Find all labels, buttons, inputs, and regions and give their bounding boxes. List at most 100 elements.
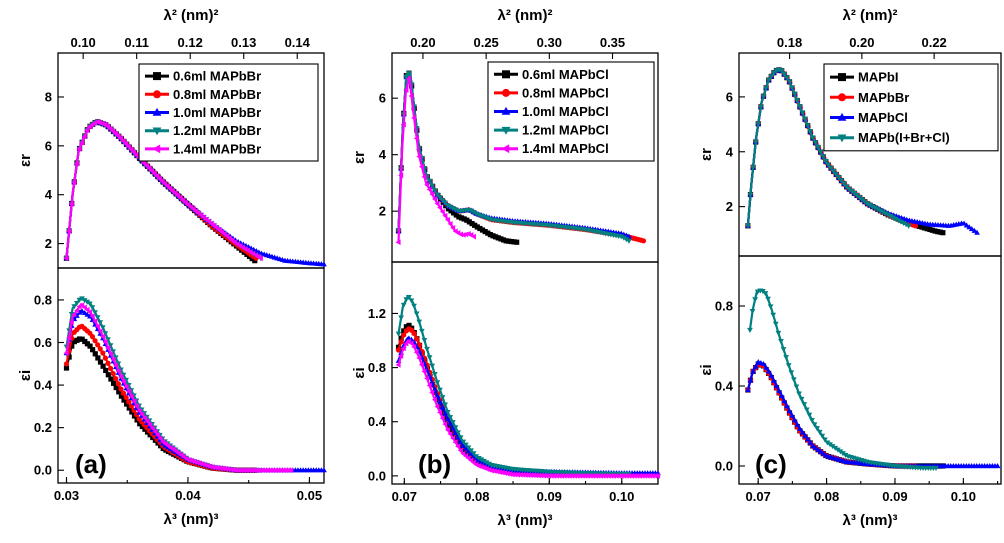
legend-marker	[502, 88, 510, 97]
data-point	[94, 323, 100, 330]
x-tick-label: 0.03	[54, 488, 79, 503]
legend-marker	[501, 126, 511, 135]
data-point	[416, 355, 422, 361]
data-point	[447, 220, 453, 227]
data-point	[791, 377, 797, 383]
data-point	[786, 408, 793, 414]
data-point	[411, 330, 417, 337]
data-point	[786, 79, 793, 85]
data-point	[105, 360, 111, 366]
data-point	[788, 370, 795, 376]
data-point	[267, 467, 273, 474]
data-point	[437, 195, 443, 201]
data-point	[424, 375, 430, 382]
data-point	[797, 425, 803, 432]
data-point	[414, 336, 420, 342]
x-tick-label: 0.04	[175, 488, 201, 503]
data-point	[421, 174, 427, 180]
data-point	[809, 135, 816, 141]
data-point	[115, 361, 122, 367]
upper-y-tick-label: 4	[45, 187, 53, 202]
data-point	[872, 205, 878, 211]
data-point	[605, 473, 611, 479]
data-point	[256, 467, 262, 474]
data-point	[117, 135, 123, 142]
data-point	[496, 469, 502, 475]
data-point	[418, 361, 424, 368]
data-point	[587, 473, 593, 479]
data-point	[828, 165, 834, 171]
data-point	[159, 178, 165, 185]
data-point	[262, 467, 268, 474]
legend-label: 0.6ml MAPbBr	[173, 69, 261, 84]
data-point	[809, 418, 815, 424]
data-point	[400, 302, 407, 308]
data-point	[898, 219, 904, 225]
data-point	[752, 297, 758, 303]
data-point	[217, 465, 223, 471]
data-point	[778, 392, 785, 398]
data-point	[147, 421, 153, 428]
lower-y-tick-label: 0.4	[34, 378, 53, 393]
data-point	[452, 439, 458, 446]
data-point	[395, 347, 402, 353]
data-point	[95, 342, 101, 348]
data-point	[105, 345, 111, 351]
data-point	[470, 451, 477, 457]
data-point	[517, 471, 523, 478]
data-point	[486, 461, 493, 467]
data-point	[149, 425, 155, 432]
data-point	[796, 104, 803, 110]
data-point	[616, 473, 622, 479]
data-point	[95, 355, 101, 361]
lower-y-tick-label: 0.2	[34, 420, 52, 435]
data-point	[600, 473, 606, 479]
data-point	[750, 165, 756, 171]
data-point	[603, 473, 609, 479]
data-point	[833, 172, 839, 178]
data-point	[71, 304, 78, 310]
data-point	[832, 445, 839, 451]
data-point	[89, 313, 95, 320]
data-point	[426, 178, 433, 184]
lower-y-tick-label: 0.6	[34, 335, 52, 350]
data-point	[757, 104, 764, 111]
data-point	[450, 206, 456, 212]
data-point	[103, 367, 109, 374]
data-point	[629, 473, 635, 479]
data-point	[785, 363, 792, 369]
x-tick-label: 0.09	[537, 489, 562, 504]
data-point	[439, 404, 446, 410]
top-tick-label: 0.20	[410, 35, 435, 50]
data-point	[275, 467, 281, 474]
top-tick-label: 0.18	[777, 35, 802, 50]
data-point	[102, 339, 108, 346]
data-point	[817, 448, 824, 454]
top-tick-label: 0.20	[849, 35, 874, 50]
data-point	[465, 445, 472, 451]
legend: 0.6ml MAPbBr 0.8ml MAPbBr 1.0ml MAPbBr 1.2m…	[138, 63, 319, 162]
data-point	[94, 315, 101, 321]
data-point	[834, 447, 841, 453]
data-point	[822, 437, 828, 443]
data-point	[398, 172, 404, 179]
data-point	[450, 435, 456, 441]
legend-label: 1.0ml MAPbBr	[173, 105, 261, 120]
x-tick-label: 0.10	[951, 489, 976, 504]
data-point	[457, 435, 464, 441]
data-point	[778, 68, 785, 74]
data-point	[807, 129, 813, 135]
data-point	[238, 467, 244, 474]
lower-y-tick-label: 0.0	[34, 463, 52, 478]
top-tick-label: 0.10	[70, 35, 95, 50]
data-point	[444, 203, 451, 209]
data-point	[222, 465, 228, 472]
data-point	[912, 223, 919, 229]
lower-plot-frame	[391, 261, 659, 485]
top-tick-label: 0.11	[124, 35, 149, 50]
data-point	[107, 125, 113, 132]
data-point	[71, 179, 77, 186]
legend-label: MAPbCl	[858, 110, 908, 125]
data-point	[123, 383, 129, 390]
